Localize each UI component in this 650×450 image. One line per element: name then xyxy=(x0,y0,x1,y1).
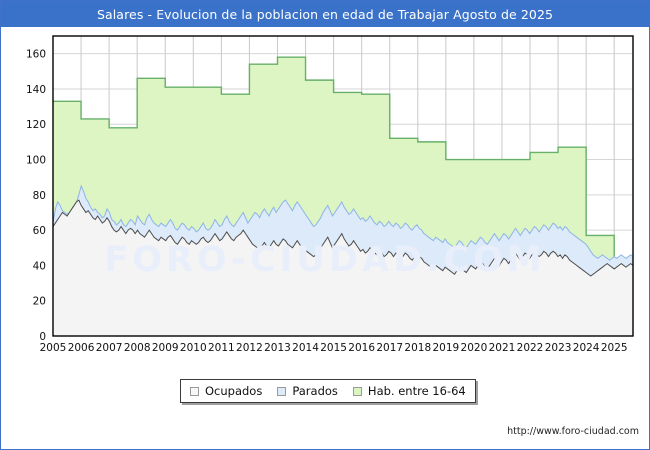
svg-text:2005: 2005 xyxy=(40,342,67,354)
chart-canvas: FORO-CIUDAD.COM 0 20 40 60 80 100 120 140 160 200… xyxy=(1,27,649,449)
page-title: Salares - Evolucion de la poblacion en e… xyxy=(96,6,554,22)
legend-label-hab-16-64: Hab. entre 16-64 xyxy=(367,384,466,398)
svg-text:2010: 2010 xyxy=(180,342,207,354)
svg-text:0: 0 xyxy=(39,331,46,343)
svg-text:2024: 2024 xyxy=(573,342,600,354)
svg-text:140: 140 xyxy=(26,84,46,96)
svg-text:2012: 2012 xyxy=(236,342,263,354)
svg-text:2025: 2025 xyxy=(601,342,628,354)
legend-label-ocupados: Ocupados xyxy=(205,384,263,398)
svg-text:80: 80 xyxy=(33,190,46,202)
legend-item-parados[interactable]: Parados xyxy=(277,384,338,398)
svg-text:60: 60 xyxy=(33,225,46,237)
svg-text:2023: 2023 xyxy=(545,342,572,354)
svg-text:2019: 2019 xyxy=(432,342,459,354)
window-titlebar: Salares - Evolucion de la poblacion en e… xyxy=(1,1,649,27)
svg-text:2015: 2015 xyxy=(320,342,347,354)
svg-text:2018: 2018 xyxy=(404,342,431,354)
legend-item-ocupados[interactable]: Ocupados xyxy=(190,384,262,398)
legend-swatch-ocupados xyxy=(190,386,199,396)
svg-text:40: 40 xyxy=(33,260,46,272)
chart-svg: 0 20 40 60 80 100 120 140 160 2005 2006 2007 2008 200… xyxy=(26,35,634,354)
svg-text:2022: 2022 xyxy=(517,342,544,354)
legend-label-parados: Parados xyxy=(292,384,338,398)
legend-swatch-parados xyxy=(277,386,287,396)
footer-url[interactable]: http://www.foro-ciudad.com xyxy=(507,426,639,437)
svg-text:120: 120 xyxy=(26,119,46,131)
svg-text:2011: 2011 xyxy=(208,342,235,354)
svg-text:2014: 2014 xyxy=(292,342,319,354)
svg-text:2016: 2016 xyxy=(348,342,375,354)
chart-legend: Ocupados Parados Hab. entre 16-64 xyxy=(180,379,476,403)
svg-text:2013: 2013 xyxy=(264,342,291,354)
svg-text:100: 100 xyxy=(26,155,46,167)
svg-text:2017: 2017 xyxy=(376,342,403,354)
svg-text:2009: 2009 xyxy=(152,342,179,354)
svg-text:2008: 2008 xyxy=(124,342,151,354)
svg-text:160: 160 xyxy=(26,49,46,61)
svg-text:2007: 2007 xyxy=(96,342,123,354)
svg-text:2021: 2021 xyxy=(489,342,516,354)
legend-swatch-hab-16-64 xyxy=(352,386,362,396)
legend-item-hab-16-64[interactable]: Hab. entre 16-64 xyxy=(352,384,466,398)
svg-text:2020: 2020 xyxy=(461,342,488,354)
svg-text:2006: 2006 xyxy=(68,342,95,354)
svg-text:20: 20 xyxy=(33,296,46,308)
